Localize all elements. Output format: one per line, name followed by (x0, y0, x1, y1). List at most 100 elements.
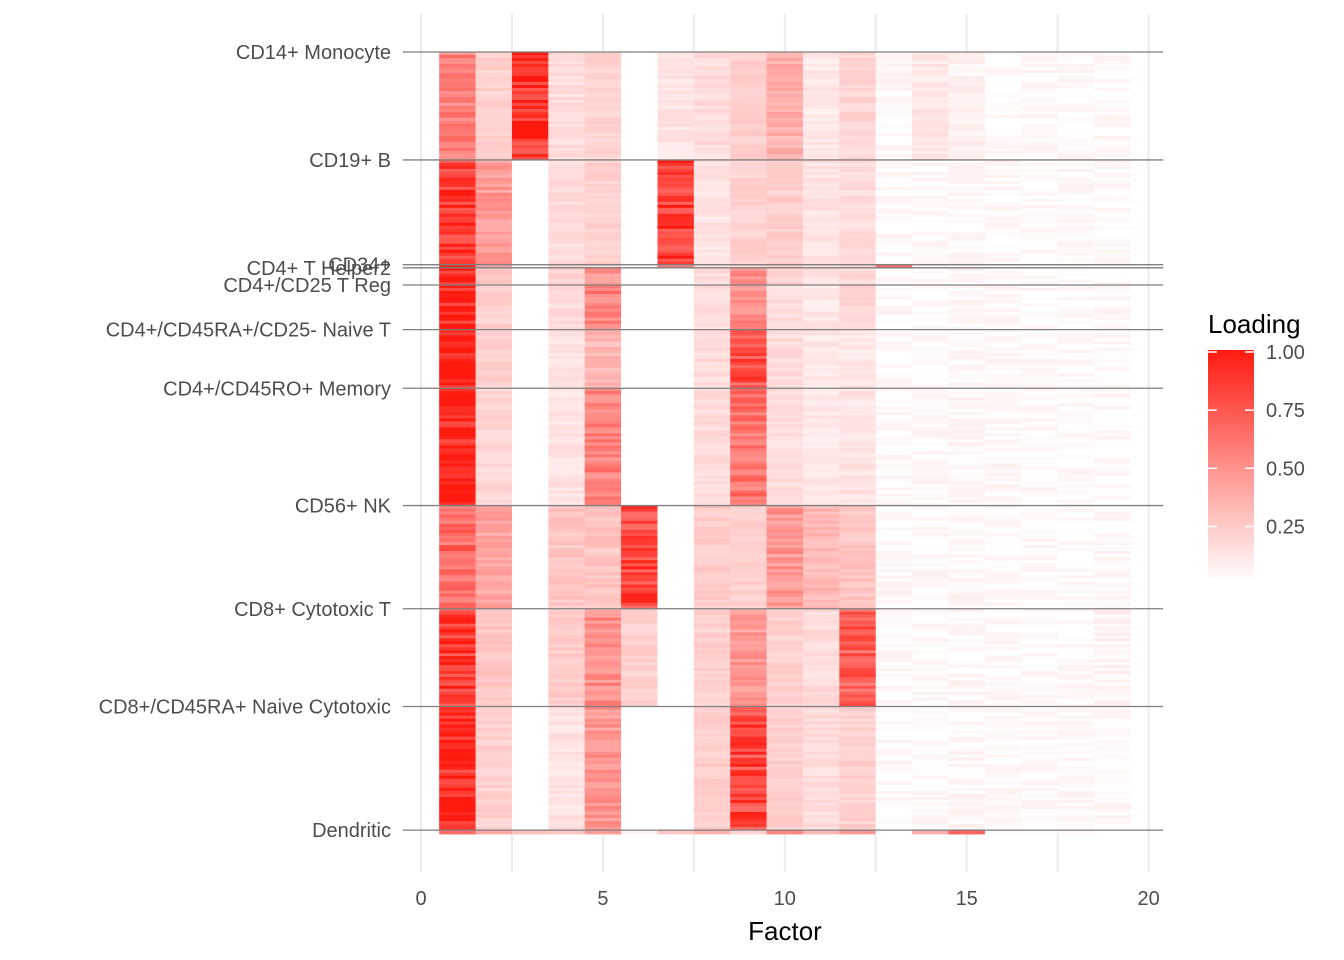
heatmap-stripe (584, 685, 622, 690)
heatmap-stripe (657, 180, 695, 185)
heatmap-stripe (1094, 264, 1131, 269)
heatmap-stripe (948, 706, 986, 710)
heatmap-stripe (584, 403, 622, 407)
heatmap-stripe (984, 721, 1022, 726)
heatmap-stripe (912, 329, 949, 333)
heatmap-stripe (1021, 361, 1059, 366)
heatmap-stripe (802, 730, 840, 735)
heatmap-stripe (621, 361, 658, 366)
heatmap-stripe (766, 246, 804, 251)
heatmap-stripe (948, 626, 986, 630)
heatmap-stripe (802, 526, 840, 531)
heatmap-stripe (584, 802, 622, 807)
heatmap-stripe (766, 730, 804, 735)
heatmap-stripe (912, 213, 949, 218)
heatmap-stripe (802, 219, 840, 224)
heatmap-stripe (475, 535, 513, 540)
heatmap-stripe (548, 824, 586, 828)
heatmap-stripe (693, 288, 731, 292)
heatmap-stripe (948, 364, 986, 369)
heatmap-stripe (621, 183, 658, 188)
heatmap-stripe (839, 505, 877, 509)
heatmap-stripe (839, 135, 877, 140)
heatmap-stripe (1021, 204, 1059, 209)
heatmap-stripe (475, 766, 513, 771)
heatmap-stripe (802, 213, 840, 218)
heatmap-stripe (584, 370, 622, 374)
heatmap-stripe (802, 418, 840, 422)
heatmap-stripe (693, 93, 731, 98)
heatmap-stripe (1057, 502, 1095, 506)
heatmap-stripe (657, 724, 695, 729)
heatmap-stripe (584, 156, 622, 161)
heatmap-stripe (693, 120, 731, 125)
heatmap-stripe (511, 379, 549, 383)
heatmap-stripe (984, 596, 1022, 601)
heatmap-stripe (839, 379, 877, 383)
heatmap-stripe (984, 323, 1022, 328)
heatmap-stripe (912, 99, 949, 104)
heatmap-stripe (511, 305, 549, 310)
heatmap-stripe (984, 502, 1022, 506)
heatmap-stripe (439, 685, 476, 690)
cell-cd14-monocyte-factor-1 (439, 52, 476, 161)
heatmap-stripe (548, 174, 586, 179)
heatmap-stripe (511, 626, 549, 630)
heatmap-stripe (802, 656, 840, 660)
heatmap-stripe (511, 578, 549, 582)
heatmap-stripe (875, 730, 913, 735)
heatmap-stripe (1057, 526, 1095, 531)
heatmap-stripe (475, 391, 513, 395)
heatmap-stripe (584, 219, 622, 224)
heatmap-stripe (439, 662, 476, 666)
heatmap-stripe (657, 703, 695, 707)
heatmap-stripe (584, 347, 622, 351)
heatmap-stripe (730, 439, 768, 443)
heatmap-stripe (511, 347, 549, 351)
heatmap-stripe (1094, 526, 1131, 531)
heatmap-stripe (1021, 520, 1059, 525)
heatmap-stripe (802, 469, 840, 473)
heatmap-stripe (548, 156, 586, 161)
heatmap-stripe (511, 653, 549, 657)
heatmap-stripe (1057, 126, 1095, 131)
heatmap-stripe (511, 57, 549, 62)
heatmap-stripe (730, 529, 768, 534)
heatmap-stripe (1094, 514, 1131, 519)
heatmap-stripe (511, 129, 549, 134)
heatmap-stripe (730, 541, 768, 546)
heatmap-stripe (875, 403, 913, 407)
heatmap-stripe (802, 228, 840, 233)
heatmap-stripe (912, 135, 949, 140)
heatmap-stripe (839, 481, 877, 485)
heatmap-stripe (948, 261, 986, 266)
heatmap-stripe (693, 84, 731, 89)
heatmap-stripe (766, 63, 804, 68)
heatmap-stripe (621, 706, 658, 710)
heatmap-stripe (621, 538, 658, 543)
heatmap-stripe (657, 282, 695, 286)
heatmap-stripe (475, 656, 513, 660)
heatmap-stripe (730, 341, 768, 345)
heatmap-stripe (475, 273, 513, 277)
heatmap-stripe (475, 487, 513, 491)
heatmap-stripe (511, 700, 549, 704)
heatmap-stripe (766, 171, 804, 176)
heatmap-stripe (584, 436, 622, 440)
heatmap-stripe (730, 201, 768, 206)
heatmap-stripe (439, 487, 476, 491)
heatmap-stripe (948, 207, 986, 212)
heatmap-stripe (839, 270, 877, 274)
heatmap-stripe (439, 81, 476, 86)
heatmap-stripe (439, 171, 476, 176)
heatmap-stripe (1094, 87, 1131, 92)
heatmap-stripe (621, 662, 658, 666)
heatmap-stripe (1021, 228, 1059, 233)
heatmap-stripe (693, 545, 731, 549)
heatmap-stripe (475, 117, 513, 122)
heatmap-stripe (948, 210, 986, 215)
heatmap-stripe (475, 299, 513, 304)
heatmap-stripe (621, 180, 658, 185)
heatmap-stripe (948, 204, 986, 209)
heatmap-stripe (875, 353, 913, 357)
